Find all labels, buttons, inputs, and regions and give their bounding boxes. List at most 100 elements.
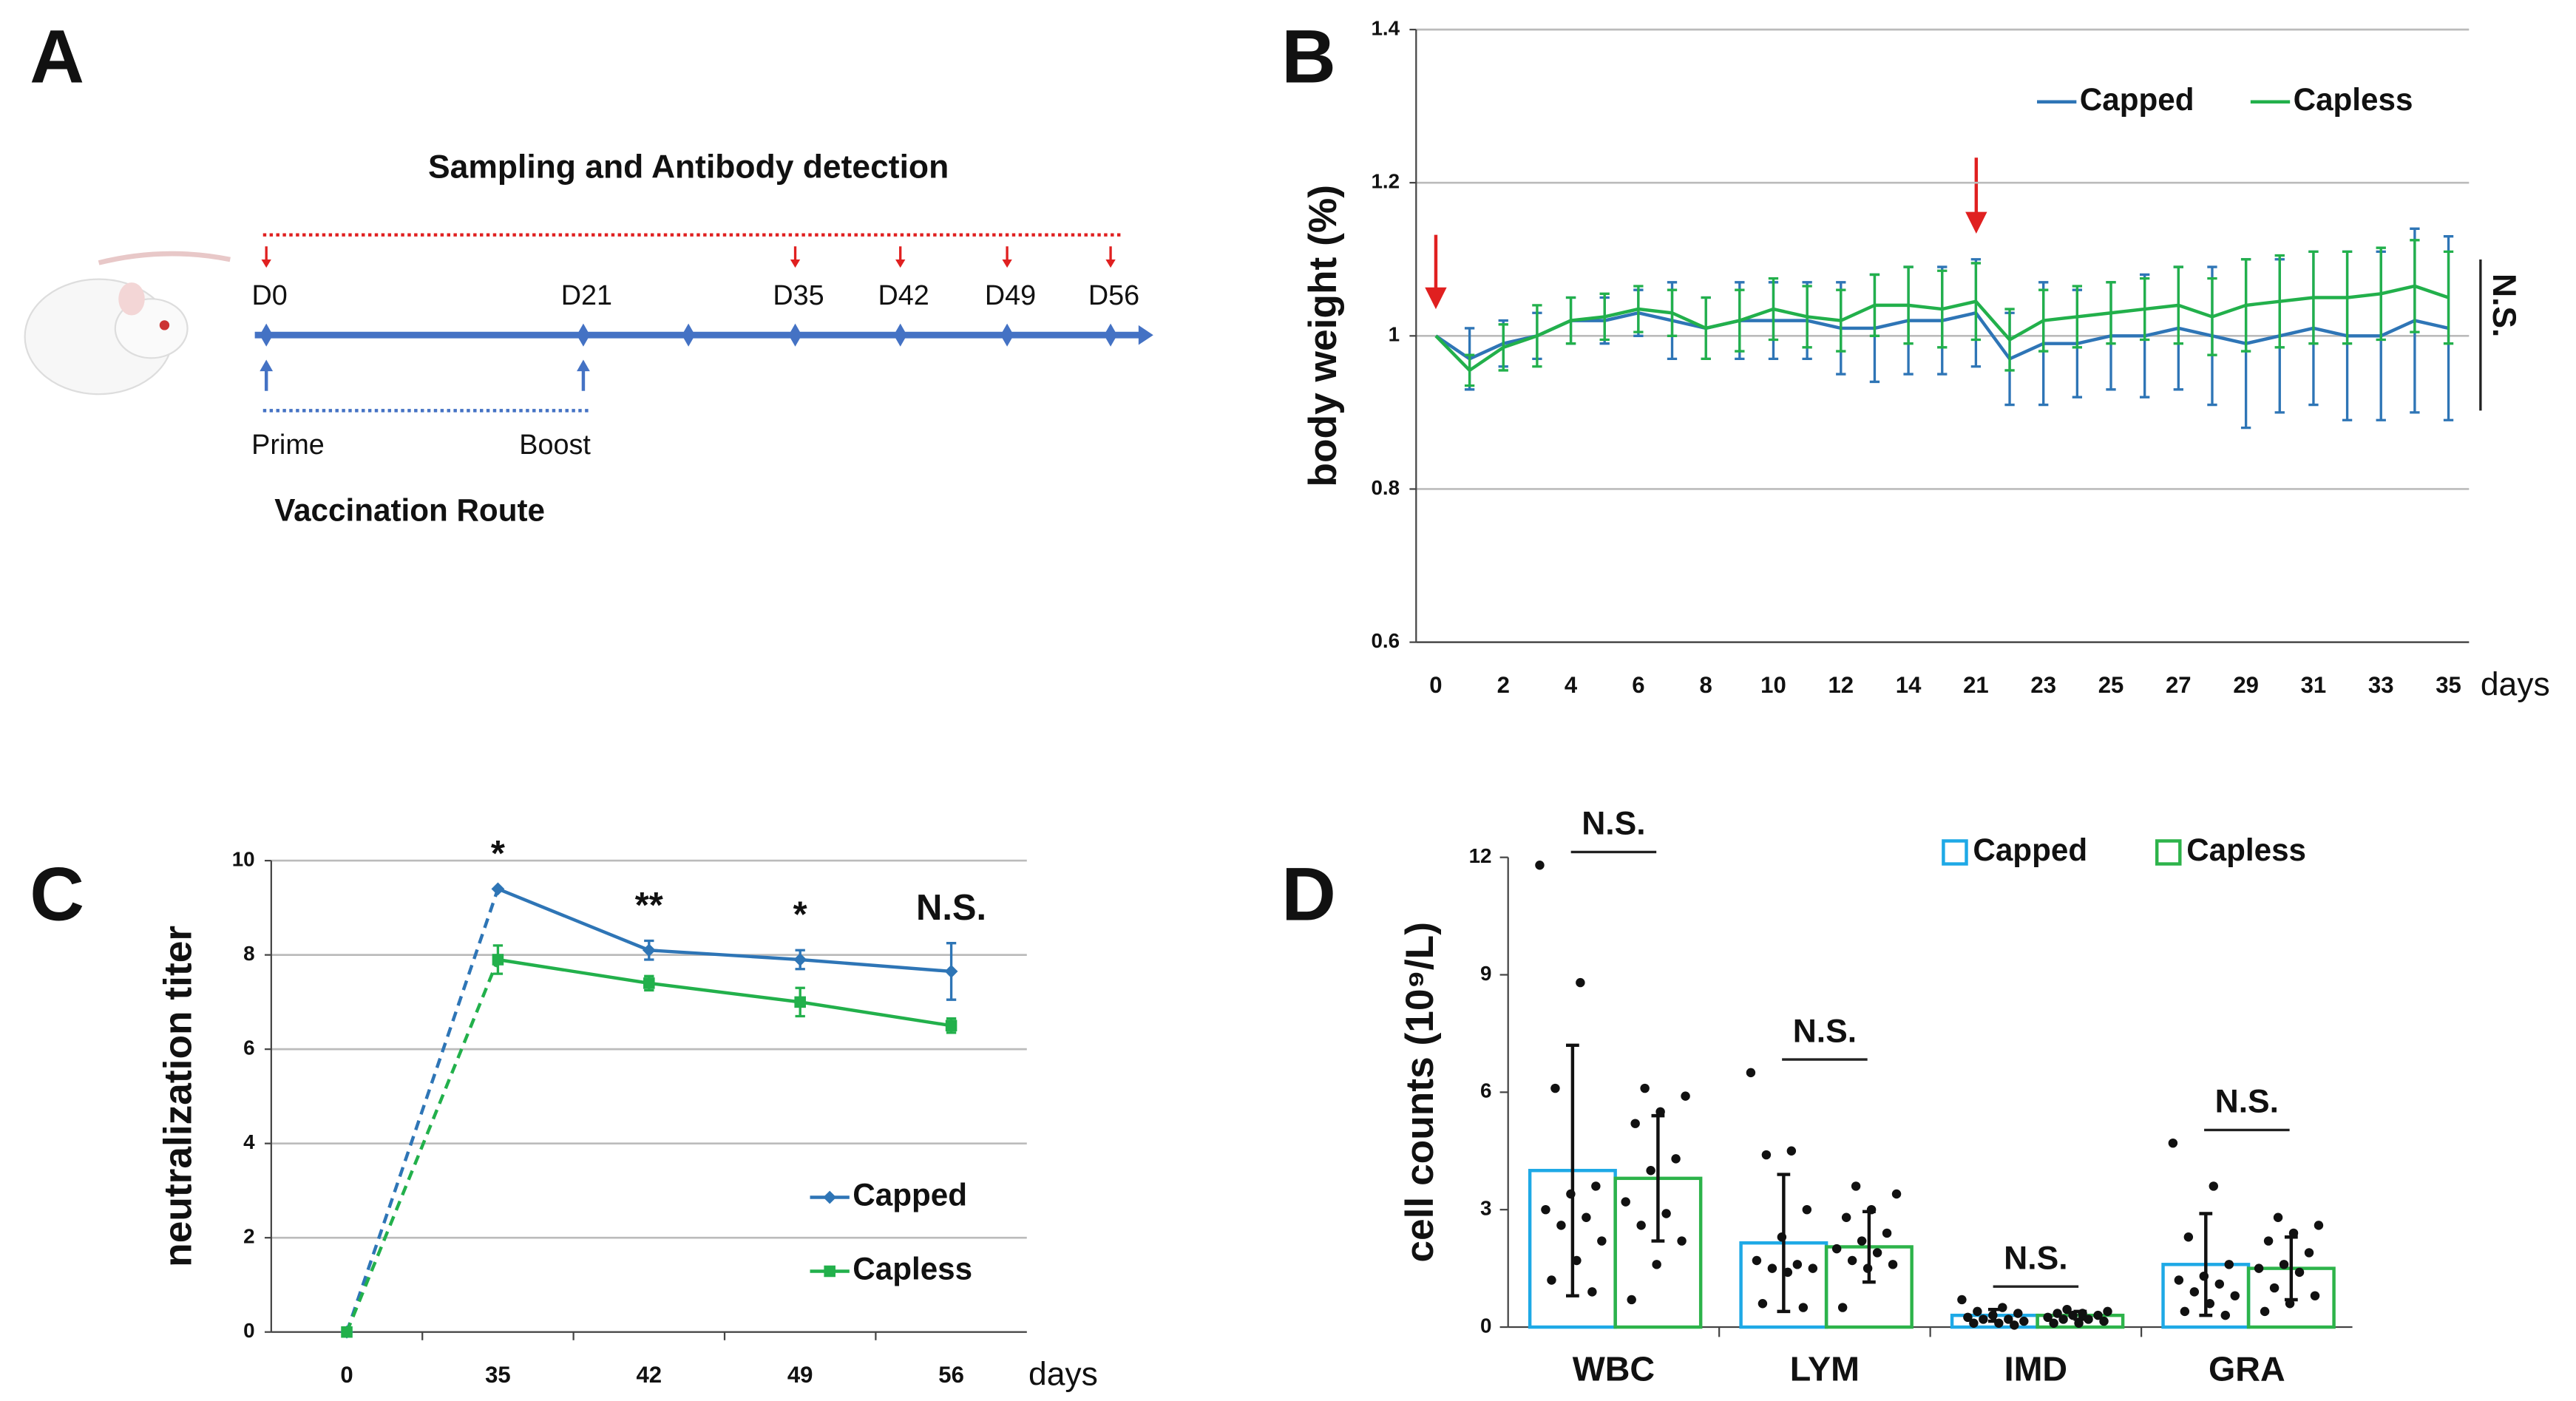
- error-bar: [2240, 258, 2251, 353]
- data-point: [2058, 1315, 2068, 1324]
- error-bar: [1903, 265, 1914, 345]
- data-point: [2068, 1310, 2078, 1320]
- sampling-arrow-head: [1105, 259, 1116, 268]
- significance-annotation: *: [491, 834, 505, 874]
- data-point: [2013, 1309, 2023, 1318]
- data-point: [1681, 1091, 1690, 1101]
- y-tick-label: 0.8: [1371, 476, 1400, 499]
- x-axis-title: days: [2481, 666, 2550, 702]
- error-bar: [1869, 273, 1880, 337]
- data-point: [1857, 1236, 1867, 1246]
- vaccination-arrow-head: [577, 359, 590, 372]
- x-tick-label: 6: [1632, 672, 1644, 698]
- data-point: [2053, 1309, 2062, 1318]
- error-bar: [1937, 269, 1948, 349]
- x-tick-label: 0: [340, 1362, 353, 1388]
- error-bar: [2199, 1212, 2213, 1317]
- x-tick-label: LYM: [1790, 1349, 1860, 1388]
- error-bar: [1970, 262, 1982, 342]
- data-point: [1636, 1221, 1646, 1230]
- data-point: [2183, 1232, 2194, 1242]
- data-point: [2273, 1212, 2283, 1222]
- data-point: [2205, 1299, 2215, 1309]
- timeline-diamond: [577, 323, 590, 347]
- data-point: [1957, 1295, 1967, 1305]
- x-tick-label: 42: [637, 1362, 662, 1388]
- legend-swatch: [2155, 839, 2182, 866]
- legend-label: Capped: [1973, 832, 2087, 867]
- data-point: [2099, 1316, 2109, 1326]
- data-point: [1783, 1267, 1793, 1278]
- data-point: [1550, 1083, 1560, 1093]
- data-point: [1582, 1212, 1591, 1222]
- y-tick-label: 4: [243, 1130, 255, 1153]
- series-line: [497, 887, 952, 974]
- error-bar: [2308, 250, 2319, 345]
- timepoint-label: D21: [561, 280, 612, 311]
- y-tick-label: 9: [1480, 962, 1491, 985]
- x-tick-label: IMD: [2004, 1349, 2068, 1388]
- data-point: [2199, 1271, 2209, 1281]
- data-point: [1994, 1318, 2004, 1328]
- marker: [643, 977, 655, 989]
- data-point: [1677, 1236, 1687, 1246]
- x-tick-label: 49: [787, 1362, 813, 1388]
- error-bar: [2274, 254, 2285, 349]
- y-tick-label: 8: [243, 942, 254, 965]
- data-point: [1572, 1255, 1582, 1266]
- vaccination-arrow-head: [260, 359, 274, 372]
- timepoint-label: D35: [773, 280, 824, 311]
- data-point: [2254, 1263, 2264, 1273]
- x-tick-label: 0: [1429, 672, 1442, 698]
- legend-marker: [824, 1265, 835, 1278]
- error-bar: [1464, 353, 1475, 387]
- x-tick-label: 35: [2436, 672, 2461, 698]
- y-tick-label: 3: [1480, 1197, 1491, 1220]
- data-point: [2174, 1275, 2184, 1285]
- x-tick-label: 23: [2030, 672, 2056, 698]
- legend-marker: [823, 1190, 837, 1204]
- data-point: [1851, 1181, 1861, 1191]
- ns-annotation: N.S.: [2215, 1084, 2279, 1120]
- panel-label: D: [1281, 851, 1336, 936]
- data-point: [2314, 1221, 2324, 1230]
- panel-label: A: [30, 13, 84, 98]
- data-point: [1566, 1189, 1576, 1199]
- data-point: [2168, 1138, 2178, 1148]
- x-tick-label: GRA: [2209, 1349, 2285, 1388]
- error-bar: [1701, 296, 1711, 361]
- timeline-diamond: [1104, 323, 1117, 347]
- sampling-arrow-head: [261, 259, 271, 268]
- data-point: [1998, 1303, 2007, 1312]
- data-point: [1547, 1275, 1556, 1285]
- ns-annotation: N.S.: [1582, 806, 1645, 842]
- x-tick-label: 2: [1497, 672, 1510, 698]
- sampling-arrow-head: [790, 259, 801, 268]
- x-tick-label: 29: [2233, 672, 2259, 698]
- x-tick-label: 8: [1700, 672, 1712, 698]
- data-point: [2103, 1306, 2112, 1317]
- data-point: [1777, 1232, 1787, 1242]
- marker: [492, 954, 504, 966]
- marker: [341, 1326, 353, 1338]
- injection-arrows: [1425, 157, 1987, 310]
- x-tick-label: 14: [1896, 672, 1922, 698]
- x-tick-label: 10: [1760, 672, 1786, 698]
- significance-annotation: **: [635, 886, 663, 926]
- marker: [794, 996, 806, 1008]
- data-point: [1646, 1166, 1655, 1176]
- timepoint-label: D42: [878, 280, 929, 311]
- error-bar: [2376, 246, 2386, 342]
- data-point: [2093, 1310, 2103, 1320]
- y-tick-label: 0.6: [1371, 629, 1400, 652]
- data-point: [1872, 1248, 1882, 1258]
- x-tick-label: 35: [485, 1362, 511, 1388]
- marker: [945, 1020, 957, 1032]
- data-point: [1541, 1204, 1550, 1215]
- data-point: [1847, 1255, 1857, 1266]
- diagram-title: Sampling and Antibody detection: [428, 149, 949, 186]
- y-tick-label: 0: [1480, 1314, 1491, 1337]
- data-point: [1808, 1263, 1818, 1273]
- x-tick-label: 33: [2368, 672, 2394, 698]
